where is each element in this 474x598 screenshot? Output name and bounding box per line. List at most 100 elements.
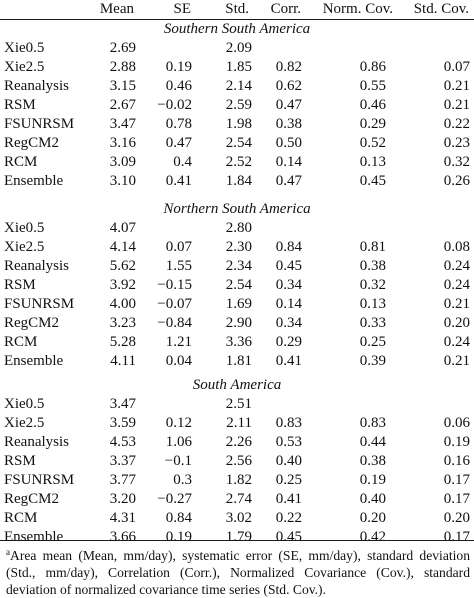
column-header: Corr.	[270, 1, 301, 17]
table-cell: 0.29	[359, 116, 386, 132]
row-label: RSM	[4, 453, 36, 469]
table-cell: 0.22	[443, 116, 470, 132]
table-cell: 1.81	[225, 353, 252, 369]
table-cell: 4.31	[109, 510, 136, 526]
table-cell: 0.19	[443, 434, 470, 450]
row-label: Xie0.5	[4, 396, 45, 412]
table-cell: 3.09	[109, 154, 136, 170]
table-cell: 0.23	[443, 135, 470, 151]
row-label: RSM	[4, 97, 36, 113]
row-label: RegCM2	[4, 491, 60, 507]
table-cell: 0.24	[443, 277, 470, 293]
table-cell: 0.83	[359, 415, 386, 431]
table-cell: 0.38	[359, 453, 386, 469]
table-cell: 0.17	[443, 472, 470, 488]
table-cell: 0.21	[443, 78, 470, 94]
footnote-text: Area mean (Mean, mm/day), systematic err…	[6, 548, 470, 597]
table-cell: 2.34	[225, 258, 252, 274]
table-cell: 0.34	[275, 315, 302, 331]
table-cell: 0.17	[443, 491, 470, 507]
table-cell: 4.07	[109, 220, 136, 236]
section-title: Southern South America	[163, 21, 311, 37]
table-cell: 1.55	[165, 258, 192, 274]
table-cell: 0.34	[275, 277, 302, 293]
row-label: RCM	[4, 334, 38, 350]
table-cell: 3.47	[109, 396, 136, 412]
table-cell: 0.47	[275, 173, 302, 189]
table-cell: 0.26	[443, 173, 470, 189]
table-cell: 4.53	[109, 434, 136, 450]
table-cell: 3.66	[109, 529, 136, 545]
row-label: Xie0.5	[4, 40, 45, 56]
table-cell: 0.81	[359, 239, 386, 255]
table-cell: 0.16	[443, 453, 470, 469]
header-rule	[0, 19, 474, 20]
table-cell: 0.24	[443, 258, 470, 274]
table-cell: 0.84	[165, 510, 192, 526]
table-cell: 0.52	[359, 135, 386, 151]
row-label: Reanalysis	[4, 258, 69, 274]
row-label: RegCM2	[4, 315, 60, 331]
table-footnote: aArea mean (Mean, mm/day), systematic er…	[6, 547, 470, 598]
table-cell: 3.02	[225, 510, 252, 526]
table-cell: 2.74	[225, 491, 252, 507]
table-cell: 0.19	[165, 59, 192, 75]
table-cell: 0.39	[359, 353, 386, 369]
table-cell: 0.25	[275, 472, 302, 488]
table-cell: 2.67	[109, 97, 136, 113]
table-cell: 5.62	[109, 258, 136, 274]
table-cell: 0.41	[165, 173, 192, 189]
table-cell: 2.52	[225, 154, 252, 170]
row-label: FSUNRSM	[4, 116, 75, 132]
table-cell: 0.41	[275, 491, 302, 507]
table-cell: 0.33	[359, 315, 386, 331]
table-cell: 0.25	[359, 334, 386, 350]
table-cell: −0.15	[157, 277, 192, 293]
row-label: RCM	[4, 154, 38, 170]
table-cell: 3.92	[109, 277, 136, 293]
table-cell: 0.22	[275, 510, 302, 526]
table-cell: 0.13	[359, 296, 386, 312]
row-label: Ensemble	[4, 353, 64, 369]
table-cell: 2.80	[225, 220, 252, 236]
table-cell: 0.47	[165, 135, 192, 151]
table-cell: 0.41	[275, 353, 302, 369]
section-title: South America	[192, 377, 282, 393]
table-cell: 3.37	[109, 453, 136, 469]
row-label: RegCM2	[4, 135, 60, 151]
table-cell: −0.27	[157, 491, 192, 507]
column-header: Mean	[99, 1, 134, 17]
table-cell: 0.14	[275, 296, 302, 312]
table-cell: 1.98	[225, 116, 252, 132]
table-cell: 0.19	[359, 472, 386, 488]
column-header: Std.	[225, 1, 249, 17]
table-cell: 0.08	[443, 239, 470, 255]
table-cell: 4.00	[109, 296, 136, 312]
table-cell: 2.30	[225, 239, 252, 255]
table-cell: 0.53	[275, 434, 302, 450]
footnote-marker: a	[6, 547, 10, 557]
section-title: Northern South America	[163, 201, 311, 217]
table-cell: 0.44	[359, 434, 386, 450]
table-cell: 2.54	[225, 135, 252, 151]
table-cell: 2.90	[225, 315, 252, 331]
table-cell: 0.50	[275, 135, 302, 151]
table-cell: −0.02	[157, 97, 192, 113]
row-label: Ensemble	[4, 529, 64, 545]
table-cell: 3.47	[109, 116, 136, 132]
table-cell: 0.20	[443, 315, 470, 331]
table-cell: 3.59	[109, 415, 136, 431]
table-cell: 0.3	[173, 472, 192, 488]
table-cell: 3.10	[109, 173, 136, 189]
table-cell: 0.78	[165, 116, 192, 132]
row-label: Xie0.5	[4, 220, 45, 236]
row-label: FSUNRSM	[4, 472, 75, 488]
table-cell: 2.09	[225, 40, 252, 56]
table-cell: 0.62	[275, 78, 302, 94]
row-label: RCM	[4, 510, 38, 526]
row-label: RSM	[4, 277, 36, 293]
table-cell: 2.14	[225, 78, 252, 94]
row-label: Reanalysis	[4, 434, 69, 450]
table-cell: 0.84	[275, 239, 302, 255]
table-cell: 0.47	[275, 97, 302, 113]
